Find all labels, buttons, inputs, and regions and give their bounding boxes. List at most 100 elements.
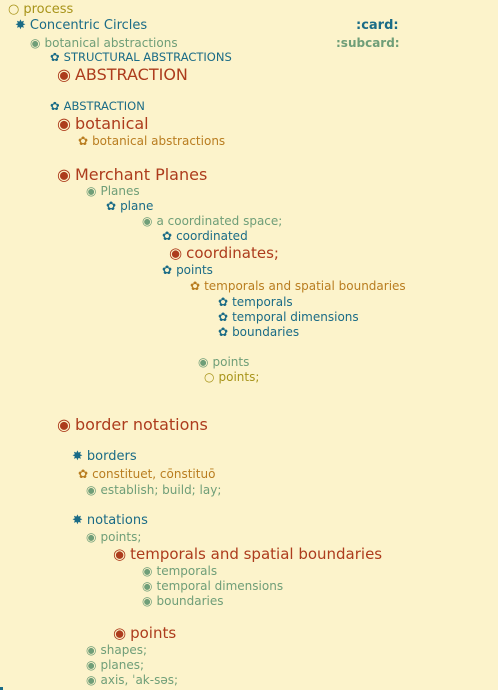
outline-text: constituet, cōnstituō bbox=[92, 467, 216, 481]
outline-heading-points[interactable]: ✿ points bbox=[162, 264, 213, 276]
asterisk-bullet-icon: ✸ bbox=[15, 18, 26, 33]
outline-text: botanical abstractions bbox=[44, 36, 178, 50]
outline-heading-axis[interactable]: ◉ axis, ˈak-səs; bbox=[86, 674, 178, 686]
flower-bullet-icon: ✿ bbox=[162, 263, 173, 277]
outline-heading-temporals[interactable]: ✿ temporals bbox=[218, 296, 293, 308]
outline-heading-process[interactable]: ○ process bbox=[8, 3, 73, 16]
outline-text: process bbox=[23, 2, 74, 17]
dot-circle-bullet-icon: ◉ bbox=[113, 624, 127, 642]
outline-heading-temporals[interactable]: ◉ temporals bbox=[142, 565, 217, 577]
outline-text: botanical abstractions bbox=[92, 134, 226, 148]
outline-text: points bbox=[212, 355, 250, 369]
flower-bullet-icon: ✿ bbox=[106, 199, 117, 213]
outline-heading-points[interactable]: ◉ points bbox=[113, 626, 176, 641]
dot-circle-bullet-icon: ◉ bbox=[142, 564, 153, 578]
dot-circle-bullet-icon: ◉ bbox=[86, 184, 97, 198]
outline-heading-shapes[interactable]: ◉ shapes; bbox=[86, 644, 147, 656]
dot-circle-bullet-icon: ◉ bbox=[57, 114, 71, 133]
flower-bullet-icon: ✿ bbox=[50, 50, 60, 64]
outline-text: a coordinated space; bbox=[156, 214, 283, 228]
outline-text: ABSTRACTION bbox=[74, 65, 188, 84]
outline-text: shapes; bbox=[100, 643, 147, 657]
dot-circle-bullet-icon: ◉ bbox=[198, 355, 209, 369]
flower-bullet-icon: ✿ bbox=[78, 467, 89, 481]
outline-heading-plane[interactable]: ✿ plane bbox=[106, 200, 153, 212]
outline-heading-planes[interactable]: ◉ Planes bbox=[86, 185, 140, 197]
outline-heading-temporals-and-spatial-boundaries[interactable]: ✿ temporals and spatial boundaries bbox=[190, 280, 406, 292]
dot-circle-bullet-icon: ◉ bbox=[169, 244, 183, 262]
dot-circle-bullet-icon: ◉ bbox=[142, 594, 153, 608]
flower-bullet-icon: ✿ bbox=[218, 325, 229, 339]
open-circle-bullet-icon: ○ bbox=[8, 2, 20, 17]
outline-text: temporals bbox=[232, 295, 293, 309]
outline-heading-establish[interactable]: ◉ establish; build; lay; bbox=[86, 484, 221, 496]
outline-text: borders bbox=[86, 449, 137, 464]
outline-text: temporals and spatial boundaries bbox=[204, 279, 406, 293]
outline-text: points bbox=[176, 263, 213, 277]
flower-bullet-icon: ✿ bbox=[162, 229, 173, 243]
dot-circle-bullet-icon: ◉ bbox=[142, 579, 153, 593]
outline-text: notations bbox=[86, 513, 148, 528]
asterisk-bullet-icon: ✸ bbox=[72, 513, 83, 528]
outline-heading-a-coordinated-space[interactable]: ◉ a coordinated space; bbox=[142, 215, 282, 227]
outline-heading-points[interactable]: ◉ points bbox=[198, 356, 249, 368]
dot-circle-bullet-icon: ◉ bbox=[86, 643, 97, 657]
outline-heading-points[interactable]: ○ points; bbox=[204, 371, 259, 383]
outline-heading-botanical[interactable]: ◉ botanical bbox=[57, 116, 149, 132]
outline-heading-boundaries[interactable]: ✿ boundaries bbox=[218, 326, 299, 338]
outline-heading-border-notations[interactable]: ◉ border notations bbox=[57, 417, 208, 433]
outline-text: plane bbox=[120, 199, 154, 213]
card-tag: :card: bbox=[356, 18, 399, 33]
flower-bullet-icon: ✿ bbox=[50, 99, 60, 113]
outline-heading-borders[interactable]: ✸ borders bbox=[72, 450, 137, 463]
open-circle-bullet-icon: ○ bbox=[204, 370, 215, 384]
asterisk-bullet-icon: ✸ bbox=[72, 449, 83, 464]
outline-heading-coordinates[interactable]: ◉ coordinates; bbox=[169, 246, 279, 261]
outline-heading-boundaries[interactable]: ◉ boundaries bbox=[142, 595, 224, 607]
outline-heading-points[interactable]: ◉ points; bbox=[86, 531, 141, 543]
outline-heading-structural-abstractions[interactable]: ✿ STRUCTURAL ABSTRACTIONS bbox=[50, 50, 232, 64]
outline-heading-constituet[interactable]: ✿ constituet, cōnstituō bbox=[78, 468, 215, 480]
flower-bullet-icon: ✿ bbox=[218, 310, 229, 324]
outline-heading-botanical-abstractions[interactable]: ✿ botanical abstractions bbox=[78, 135, 225, 147]
dot-circle-bullet-icon: ◉ bbox=[142, 214, 153, 228]
outline-text: establish; build; lay; bbox=[100, 483, 222, 497]
outline-heading-botanical-abstractions[interactable]: ◉ botanical abstractions bbox=[30, 37, 178, 49]
outline-text: planes; bbox=[100, 658, 145, 672]
outline-text: axis, ˈak-səs; bbox=[100, 673, 179, 687]
outline-text: temporals bbox=[156, 564, 218, 578]
outline-text: border notations bbox=[74, 415, 208, 434]
outline-text: ABSTRACTION bbox=[63, 99, 145, 113]
outline-text: coordinated bbox=[176, 229, 248, 243]
outline-heading-merchant-planes[interactable]: ◉ Merchant Planes bbox=[57, 167, 207, 183]
outline-text: temporal dimensions bbox=[156, 579, 284, 593]
dot-circle-bullet-icon: ◉ bbox=[57, 165, 71, 184]
outline-heading-abstraction[interactable]: ◉ ABSTRACTION bbox=[57, 67, 188, 83]
dot-circle-bullet-icon: ◉ bbox=[57, 415, 71, 434]
outline-heading-planes[interactable]: ◉ planes; bbox=[86, 659, 144, 671]
outline-text: STRUCTURAL ABSTRACTIONS bbox=[63, 50, 232, 64]
outline-heading-abstraction[interactable]: ✿ ABSTRACTION bbox=[50, 99, 145, 113]
dot-circle-bullet-icon: ◉ bbox=[113, 545, 127, 563]
dot-circle-bullet-icon: ◉ bbox=[57, 65, 71, 84]
outline-text: Merchant Planes bbox=[74, 165, 208, 184]
outline-heading-temporal-dimensions[interactable]: ◉ temporal dimensions bbox=[142, 580, 283, 592]
outline-heading-concentric-circles[interactable]: ✸ Concentric Circles bbox=[15, 19, 147, 32]
outline-text: coordinates; bbox=[186, 244, 279, 262]
outline-text: botanical bbox=[74, 114, 149, 133]
window-corner-marker bbox=[0, 687, 3, 690]
outline-text: boundaries bbox=[156, 594, 224, 608]
outline-text: boundaries bbox=[232, 325, 300, 339]
dot-circle-bullet-icon: ◉ bbox=[86, 658, 97, 672]
outline-heading-notations[interactable]: ✸ notations bbox=[72, 514, 148, 527]
outline-text: Concentric Circles bbox=[29, 18, 148, 33]
dot-circle-bullet-icon: ◉ bbox=[86, 483, 97, 497]
outline-text: points; bbox=[218, 370, 260, 384]
subcard-tag: :subcard: bbox=[336, 36, 400, 50]
outline-heading-temporals-and-spatial-boundaries[interactable]: ◉ temporals and spatial boundaries bbox=[113, 547, 382, 562]
dot-circle-bullet-icon: ◉ bbox=[86, 673, 97, 687]
dot-circle-bullet-icon: ◉ bbox=[86, 530, 97, 544]
outline-text: temporals and spatial boundaries bbox=[130, 545, 383, 563]
outline-heading-coordinated[interactable]: ✿ coordinated bbox=[162, 230, 248, 242]
outline-heading-temporal-dimensions[interactable]: ✿ temporal dimensions bbox=[218, 311, 359, 323]
